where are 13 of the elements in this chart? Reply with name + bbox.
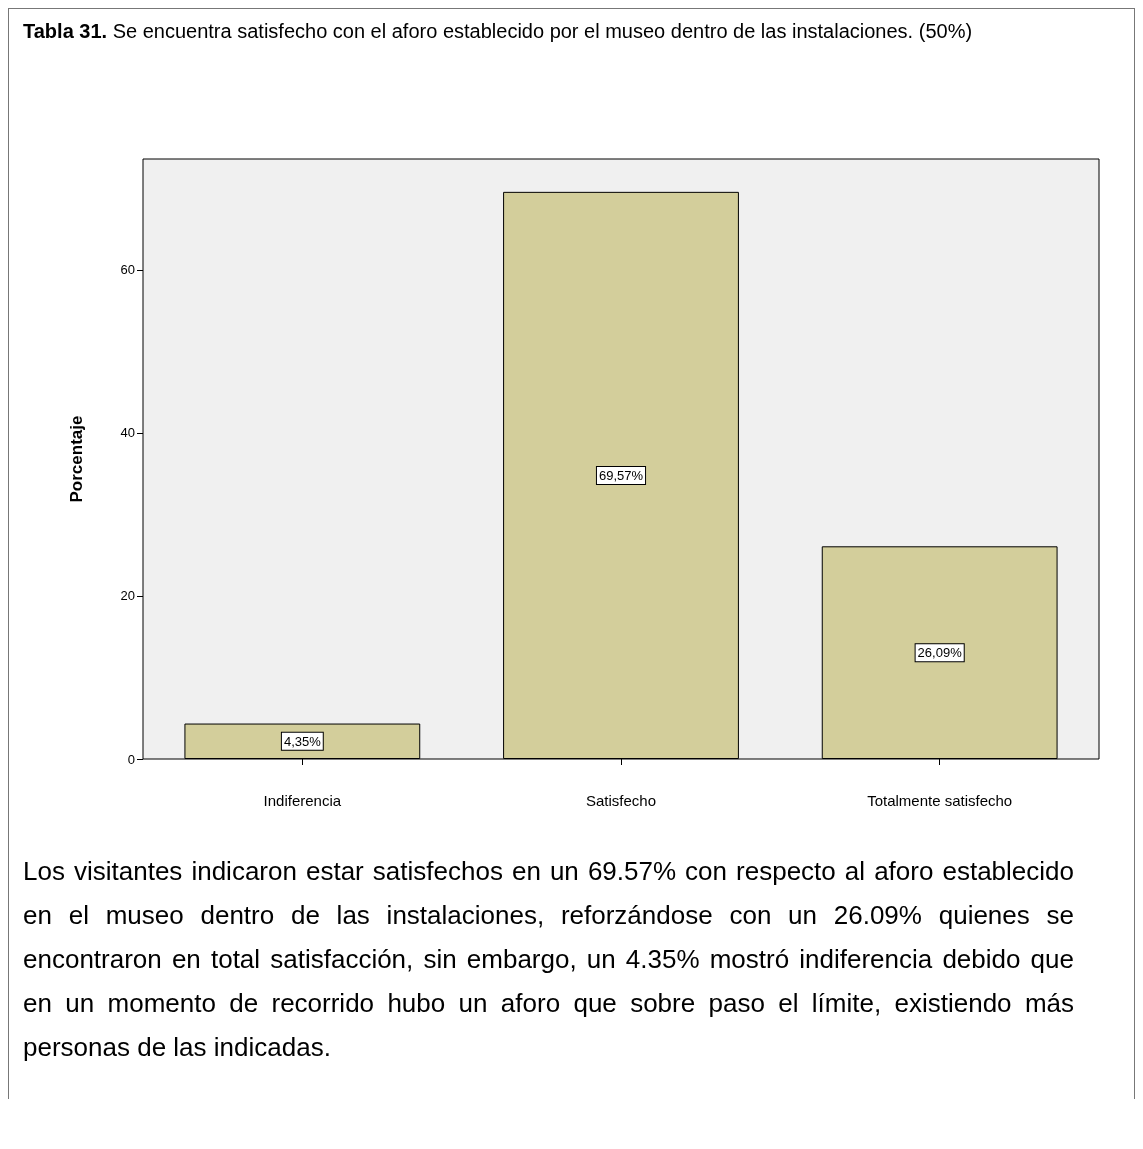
data-label: 69,57% [598, 467, 644, 483]
x-tick-label: Satisfecho [585, 792, 657, 809]
y-tick-label: 40 [120, 425, 135, 441]
x-tick-label: Totalmente satisfecho [867, 792, 1013, 809]
chart-title: Tabla 31. Se encuentra satisfecho con el aforo establecido por el museo dentro de las instalaciones. (50%) [22, 19, 974, 44]
y-axis-title: Porcentaje [67, 415, 86, 503]
data-label: 4,35% [283, 733, 322, 749]
y-tick-label: 20 [120, 588, 135, 604]
data-label: 26,09% [917, 645, 963, 661]
text: Los visitantes indicaron estar satisfechos en un 69.57% con respecto al aforo establecido en el museo dentro de las instalaciones, reforzándose con un 26.09% quienes se encontraron en total satisfacción, sin embargo, un 4.35% mostró indiferencia debido que en un momento de recorrido hubo un aforo que sobre paso el límite, existiendo más personas de las indicadas. [23, 855, 1074, 1064]
x-tick-label: Indiferencia [263, 792, 342, 809]
y-tick-label: 60 [120, 262, 135, 278]
y-tick-label: 0 [127, 751, 135, 767]
